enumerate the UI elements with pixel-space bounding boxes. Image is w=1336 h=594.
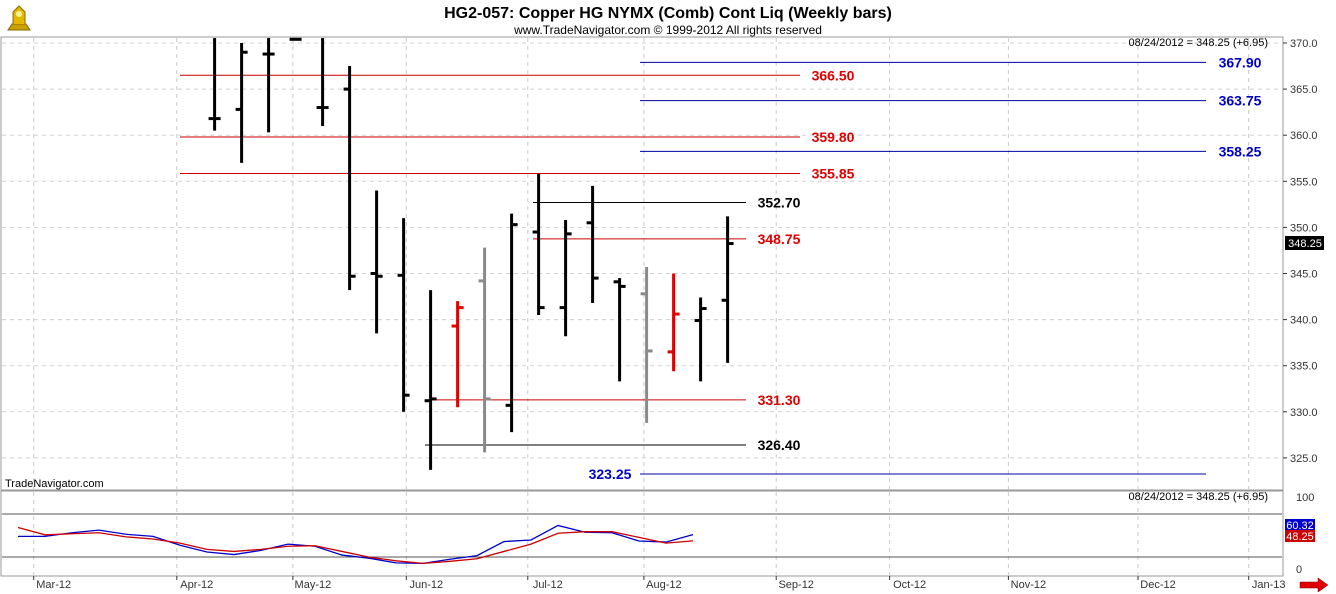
price-panel [0,36,1284,491]
price-tick-label: 325.0 [1290,453,1318,465]
level-label: 366.50 [812,67,855,83]
level-label: 363.75 [1219,93,1262,109]
indicator-red-value: 48.25 [1286,531,1314,543]
support-resistance-levels: 367.90 366.50 363.75 359.80 358.25 355.85 352.… [180,54,1262,482]
indicator-red-marker: 48.25 [1285,530,1315,543]
scroll-right-arrow-icon[interactable] [1299,577,1329,593]
stochastic-k-line [18,524,694,565]
price-tick-label: 370.0 [1290,38,1318,50]
date-tick-label: Oct-12 [893,579,926,591]
indicator-tick-label: 100 [1296,492,1314,504]
trade-navigator-logo-icon[interactable] [2,2,36,36]
price-grid [2,38,1282,489]
copyright-text: www.TradeNavigator.com © 1999-2012 All r… [513,23,822,37]
stochastic-d-line [17,526,694,565]
price-tick-label: 335.0 [1290,361,1318,373]
date-tick-label: Sep-12 [778,579,813,591]
level-label: 359.80 [812,129,855,145]
price-tick-label: 345.0 [1290,269,1318,281]
date-tick-label: Dec-12 [1140,579,1175,591]
date-tick-label: May-12 [295,579,332,591]
last-price-marker: 348.25 [1285,236,1324,250]
date-tick-label: Aug-12 [646,579,681,591]
price-bars [208,37,734,470]
price-tick-label: 365.0 [1290,84,1318,96]
date-tick-label: Apr-12 [180,579,213,591]
stochastic-lines [17,524,694,565]
level-label: 355.85 [812,165,855,181]
indicator-status: 08/24/2012 = 348.25 (+6.95) [1129,491,1268,503]
date-tick-label: Jul-12 [533,579,563,591]
indicator-grid [2,492,1282,575]
date-tick-label: Mar-12 [36,579,71,591]
level-label: 326.40 [758,437,801,453]
level-label: 367.90 [1219,54,1262,70]
date-tick-label: Jun-12 [409,579,443,591]
date-tick-label: Jan-13 [1252,579,1286,591]
indicator-tick-label: 0 [1296,564,1302,576]
level-label: 348.75 [758,231,801,247]
price-tick-label: 355.0 [1290,176,1318,188]
price-status: 08/24/2012 = 348.25 (+6.95) [1129,37,1268,49]
indicator-blue-value: 60.32 [1286,520,1314,532]
level-label: 331.30 [758,392,801,408]
level-label: 323.25 [589,466,632,482]
date-tick-label: Nov-12 [1011,579,1046,591]
indicator-blue-marker: 60.32 [1285,519,1315,532]
level-label: 352.70 [758,195,801,211]
level-label: 358.25 [1219,143,1262,159]
price-tick-label: 330.0 [1290,407,1318,419]
price-tick-label: 340.0 [1290,315,1318,327]
watermark: TradeNavigator.com [5,478,104,490]
price-tick-label: 350.0 [1290,222,1318,234]
indicator-panel [0,490,1284,577]
date-axis: Mar-12 Apr-12 May-12 Jun-12 Jul-12 Aug-12 Sep-… [33,576,1286,591]
last-price-value: 348.25 [1288,238,1322,250]
chart-title: HG2-057: Copper HG NYMX (Comb) Cont Liq … [444,5,892,22]
price-tick-label: 360.0 [1290,130,1318,142]
price-axis: 325.0 330.0 335.0 340.0 345.0 350.0 355.0 360.0… [1283,38,1318,465]
